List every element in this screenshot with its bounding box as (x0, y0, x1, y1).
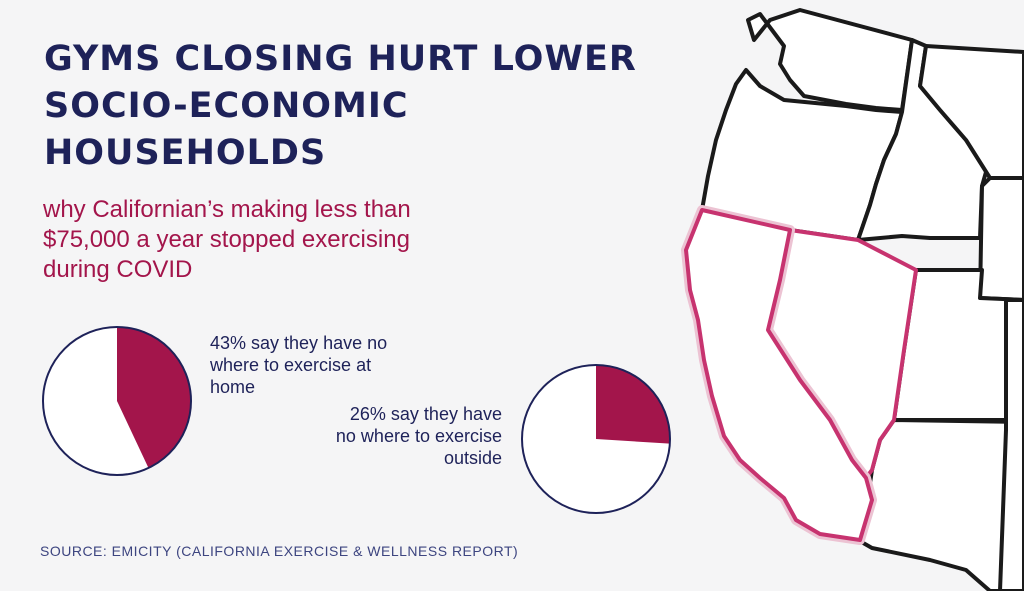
pie-outside-slice-highlight (596, 365, 670, 444)
pie-outside-outline (521, 364, 671, 514)
subtitle: why Californian’s making less than $75,0… (43, 196, 411, 283)
title-line-1: GYMS CLOSING HURT LOWER (44, 39, 637, 79)
pie-home-outline (42, 326, 192, 476)
pie-home-slice-highlight (117, 327, 192, 468)
page-title: GYMS CLOSING HURT LOWER SOCIO-ECONOMIC H… (44, 36, 644, 177)
pie-chart-outside (521, 364, 671, 514)
title-line-3: HOUSEHOLDS (44, 133, 327, 173)
colorado-state (998, 298, 1024, 591)
pie-annotation-home: 43% say they have no where to exercise a… (210, 333, 388, 397)
pie-annotation-outside: 26% say they have no where to exercise o… (335, 404, 502, 468)
montana-state (918, 44, 1024, 180)
pie-chart-home (42, 326, 192, 476)
california-state (684, 208, 874, 542)
source-note: SOURCE: EMICITY (CALIFORNIA EXERCISE & W… (40, 543, 519, 559)
title-line-2: SOCIO-ECONOMIC (44, 86, 409, 126)
wyoming-state (978, 176, 1024, 302)
